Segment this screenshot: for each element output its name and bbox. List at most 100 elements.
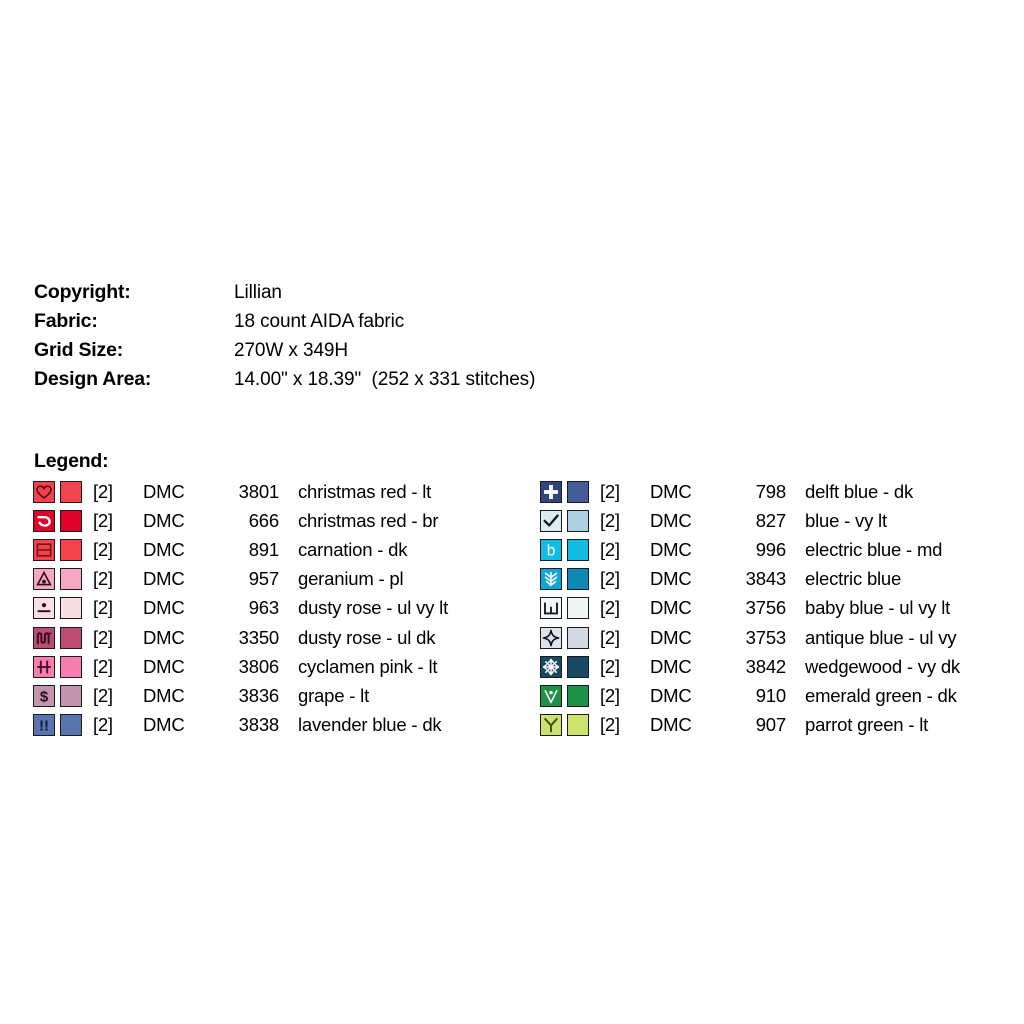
color-swatch — [567, 509, 589, 532]
color-swatch — [60, 714, 82, 737]
thread-brand: DMC — [650, 684, 692, 706]
thread-code: 963 — [248, 597, 279, 619]
info-label: Copyright: — [34, 281, 131, 303]
strand-count: [2] — [93, 684, 113, 706]
legend-row[interactable]: b [2] DMC 996 electric blue - md — [540, 535, 960, 564]
legend-row[interactable]: [2] DMC 827 blue - vy lt — [540, 506, 960, 535]
thread-code: 3801 — [238, 480, 280, 502]
triangle-dot-icon — [33, 568, 55, 591]
thread-code: 3836 — [238, 684, 280, 706]
thread-code: 957 — [248, 568, 279, 590]
svg-text:b: b — [547, 543, 556, 560]
thread-brand: DMC — [143, 714, 185, 736]
legend-row[interactable]: [2] DMC 3842 wedgewood - vy dk — [540, 652, 960, 681]
svg-text:!!: !! — [39, 718, 49, 735]
legend-column-left: [2] DMC 3801 christmas red - lt [2] DMC 666 chr… — [33, 477, 448, 740]
thread-brand: DMC — [650, 568, 692, 590]
legend-row[interactable]: [2] DMC 3801 christmas red - lt — [33, 477, 448, 506]
double-exclam-icon: !! — [33, 714, 55, 737]
thread-code: 3756 — [745, 597, 787, 619]
dollar-icon: $ — [33, 684, 55, 707]
strand-count: [2] — [93, 626, 113, 648]
color-name: blue - vy lt — [805, 509, 887, 531]
color-name: carnation - dk — [298, 538, 408, 560]
thread-code: 910 — [755, 684, 786, 706]
thread-brand: DMC — [143, 597, 185, 619]
legend-row[interactable]: $ [2] DMC 3836 grape - lt — [33, 681, 448, 710]
thread-brand: DMC — [650, 655, 692, 677]
legend-row[interactable]: [2] DMC 910 emerald green - dk — [540, 681, 960, 710]
strand-count: [2] — [600, 655, 620, 677]
legend-row[interactable]: [2] DMC 3753 antique blue - ul vy — [540, 623, 960, 652]
thread-brand: DMC — [143, 684, 185, 706]
color-name: geranium - pl — [298, 568, 404, 590]
color-name: cyclamen pink - lt — [298, 655, 438, 677]
thread-code: 3843 — [745, 568, 787, 590]
thread-code: 3753 — [745, 626, 787, 648]
thread-code: 827 — [755, 509, 786, 531]
color-swatch — [60, 568, 82, 591]
legend-row[interactable]: [2] DMC 957 geranium - pl — [33, 565, 448, 594]
thread-code: 3842 — [745, 655, 787, 677]
thread-brand: DMC — [143, 568, 185, 590]
legend-column-right: [2] DMC 798 delft blue - dk [2] DMC 827 blue - … — [540, 477, 960, 740]
thread-brand: DMC — [650, 626, 692, 648]
color-name: electric blue - md — [805, 538, 943, 560]
info-label: Design Area: — [34, 368, 152, 390]
svg-text:$: $ — [40, 688, 49, 705]
strand-count: [2] — [93, 538, 113, 560]
strand-count: [2] — [93, 480, 113, 502]
legend-row[interactable]: [2] DMC 666 christmas red - br — [33, 506, 448, 535]
legend-row[interactable]: [2] DMC 3756 baby blue - ul vy lt — [540, 594, 960, 623]
legend-row[interactable]: [2] DMC 798 delft blue - dk — [540, 477, 960, 506]
divided-box-icon — [33, 538, 55, 561]
thread-code: 907 — [755, 714, 786, 736]
thread-brand: DMC — [143, 626, 185, 648]
color-name: christmas red - br — [298, 509, 439, 531]
thread-brand: DMC — [143, 655, 185, 677]
info-label: Fabric: — [34, 310, 98, 332]
color-swatch — [60, 480, 82, 503]
dot-over-line-icon — [33, 597, 55, 620]
color-name: emerald green - dk — [805, 684, 957, 706]
legend-row[interactable]: [2] DMC 3806 cyclamen pink - lt — [33, 652, 448, 681]
four-point-star-icon — [540, 626, 562, 649]
tilde-n-icon — [33, 626, 55, 649]
color-swatch — [567, 714, 589, 737]
color-swatch — [60, 626, 82, 649]
legend-row[interactable]: !! [2] DMC 3838 lavender blue - dk — [33, 711, 448, 740]
color-name: grape - lt — [298, 684, 370, 706]
legend-row[interactable]: [2] DMC 3350 dusty rose - ul dk — [33, 623, 448, 652]
legend-row[interactable]: [2] DMC 3843 electric blue — [540, 565, 960, 594]
strand-count: [2] — [93, 714, 113, 736]
hook-icon — [33, 509, 55, 532]
strand-count: [2] — [600, 509, 620, 531]
thread-brand: DMC — [650, 714, 692, 736]
color-name: dusty rose - ul vy lt — [298, 597, 449, 619]
thread-code: 3350 — [238, 626, 280, 648]
strand-count: [2] — [93, 655, 113, 677]
info-row: Grid Size: 270W x 349H — [34, 339, 535, 368]
strand-count: [2] — [93, 509, 113, 531]
thread-brand: DMC — [143, 480, 185, 502]
color-name: dusty rose - ul dk — [298, 626, 436, 648]
thread-brand: DMC — [650, 480, 692, 502]
legend-row[interactable]: [2] DMC 891 carnation - dk — [33, 535, 448, 564]
chevron-stack-icon — [540, 568, 562, 591]
info-value: 14.00" x 18.39" (252 x 331 stitches) — [234, 369, 536, 390]
strand-count: [2] — [600, 568, 620, 590]
color-swatch — [567, 626, 589, 649]
double-cross-icon — [33, 655, 55, 678]
info-row: Copyright: Lillian — [34, 281, 535, 310]
pattern-info-block: Copyright: Lillian Fabric: 18 count AIDA fa… — [34, 281, 535, 397]
color-swatch — [567, 480, 589, 503]
thread-code: 666 — [248, 509, 279, 531]
color-swatch — [60, 538, 82, 561]
strand-count: [2] — [93, 597, 113, 619]
strand-count: [2] — [600, 626, 620, 648]
info-value: 270W x 349H — [234, 340, 349, 361]
info-value: Lillian — [234, 282, 282, 303]
color-name: delft blue - dk — [805, 480, 914, 502]
legend-row[interactable]: [2] DMC 963 dusty rose - ul vy lt — [33, 594, 448, 623]
legend-row[interactable]: [2] DMC 907 parrot green - lt — [540, 711, 960, 740]
